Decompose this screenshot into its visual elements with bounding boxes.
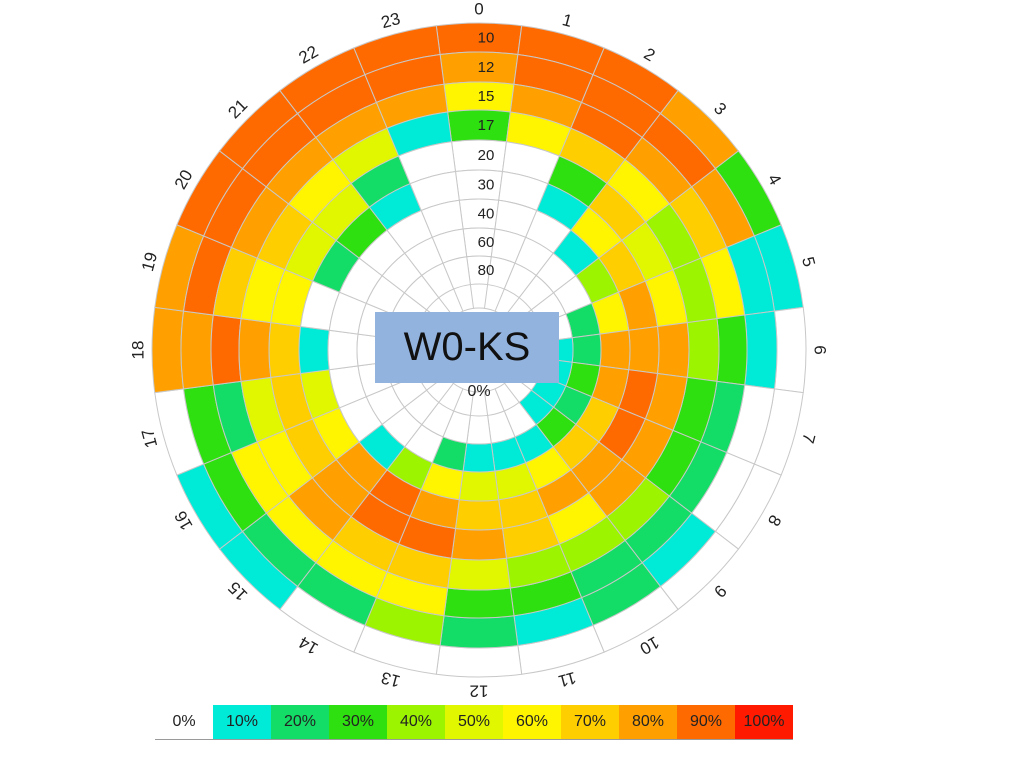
- inner-spoke: [453, 388, 464, 412]
- heatmap-cell-ring-10-hour-18: [151, 306, 185, 394]
- inner-spoke: [469, 284, 475, 309]
- chart-title: W0-KS: [375, 312, 559, 383]
- legend-item: 30%: [329, 705, 387, 739]
- ring-label: 15: [478, 88, 495, 105]
- color-legend: 0% 10% 20% 30% 40% 50% 60% 70% 80% 90% 100%: [155, 705, 793, 740]
- heatmap-cell-ring-40-hour-18: [327, 329, 359, 371]
- legend-item: 70%: [561, 705, 619, 739]
- hour-label: 5: [798, 255, 819, 269]
- ring-label: 12: [478, 59, 495, 76]
- hour-label: 8: [764, 512, 785, 530]
- hour-label: 11: [556, 668, 578, 691]
- hour-label: 22: [296, 42, 322, 68]
- heatmap-cell-ring-20-hour-6: [656, 322, 690, 378]
- ring-label: 40: [478, 205, 495, 222]
- legend-item: 10%: [213, 705, 271, 739]
- heatmap-cell-ring-30-hour-12: [454, 499, 504, 531]
- heatmap-cell-ring-15-hour-12: [443, 587, 515, 619]
- legend-item: 80%: [619, 705, 677, 739]
- hour-label: 13: [379, 668, 402, 691]
- heatmap-cell-ring-17-hour-6: [686, 318, 720, 382]
- inner-spoke: [483, 391, 489, 416]
- heatmap-cell-ring-12-hour-18: [180, 310, 214, 390]
- hour-label: 10: [637, 632, 663, 658]
- hour-label: 17: [138, 427, 161, 450]
- ring-label: 30: [478, 176, 495, 193]
- center-label: 0%: [467, 383, 490, 400]
- ring-label: 80: [478, 262, 495, 279]
- hour-label: 7: [798, 431, 819, 445]
- heatmap-cell-ring-40-hour-12: [458, 470, 500, 502]
- ring-label: 20: [478, 147, 495, 164]
- hour-label: 4: [764, 171, 785, 189]
- heatmap-cell-ring-20-hour-12: [451, 527, 507, 561]
- heatmap-cell-ring-30-hour-6: [628, 325, 660, 375]
- legend-item: 90%: [677, 705, 735, 739]
- hour-label: 15: [224, 578, 251, 605]
- hour-label: 6: [811, 345, 830, 354]
- heatmap-cell-ring-30-hour-18: [298, 325, 330, 375]
- heatmap-cell-ring-12-hour-12: [439, 615, 519, 649]
- heatmap-cell-ring-17-hour-18: [238, 318, 272, 382]
- ring-label: 10: [478, 29, 495, 46]
- legend-item: 20%: [271, 705, 329, 739]
- legend-item: 100%: [735, 705, 793, 739]
- heatmap-cell-ring-10-hour-12: [435, 644, 523, 678]
- inner-spoke: [494, 388, 505, 412]
- ring-labels: 10 12 15 17 20 30 40 60 80: [478, 29, 495, 279]
- heatmap-cell-ring-15-hour-18: [210, 314, 242, 386]
- heatmap-cell-ring-12-hour-6: [744, 310, 778, 390]
- legend-item: 0%: [155, 705, 213, 739]
- inner-spoke: [504, 383, 520, 403]
- ring-label: 60: [478, 234, 495, 251]
- heatmap-cell-ring-20-hour-18: [268, 322, 302, 378]
- inner-spoke: [453, 288, 464, 312]
- hour-label: 16: [171, 508, 197, 534]
- legend-item: 40%: [387, 705, 445, 739]
- hour-label: 1: [560, 10, 574, 31]
- ring-label: 17: [478, 117, 495, 134]
- legend-item: 60%: [503, 705, 561, 739]
- heatmap-cell-ring-40-hour-6: [599, 329, 631, 371]
- hour-label: 12: [470, 682, 489, 701]
- hour-label: 19: [138, 250, 161, 273]
- hour-label: 23: [379, 9, 402, 32]
- hour-label: 20: [171, 167, 197, 193]
- hour-label: 3: [710, 99, 730, 119]
- hour-label: 2: [641, 44, 659, 65]
- legend-item: 50%: [445, 705, 503, 739]
- heatmap-cell-ring-10-hour-6: [773, 306, 807, 394]
- hour-label: 0: [474, 0, 483, 18]
- hour-label: 9: [710, 581, 730, 601]
- heatmap-cell-ring-15-hour-6: [716, 314, 748, 386]
- inner-spoke: [494, 288, 505, 312]
- hour-label: 14: [296, 632, 322, 658]
- hour-label: 18: [128, 341, 147, 360]
- heatmap-cell-ring-80-hour-12: [466, 414, 492, 445]
- heatmap-cell-ring-60-hour-6: [571, 333, 602, 367]
- inner-spoke: [469, 391, 475, 416]
- heatmap-cell-ring-60-hour-12: [462, 442, 496, 473]
- hour-label: 21: [224, 95, 251, 122]
- inner-spoke: [438, 383, 454, 403]
- heatmap-cell-ring-17-hour-12: [447, 557, 511, 591]
- inner-spoke: [483, 284, 489, 309]
